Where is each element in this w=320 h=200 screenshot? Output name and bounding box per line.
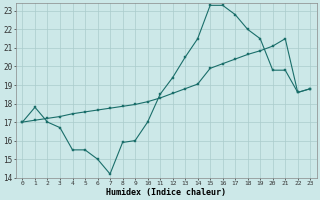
X-axis label: Humidex (Indice chaleur): Humidex (Indice chaleur): [106, 188, 226, 197]
